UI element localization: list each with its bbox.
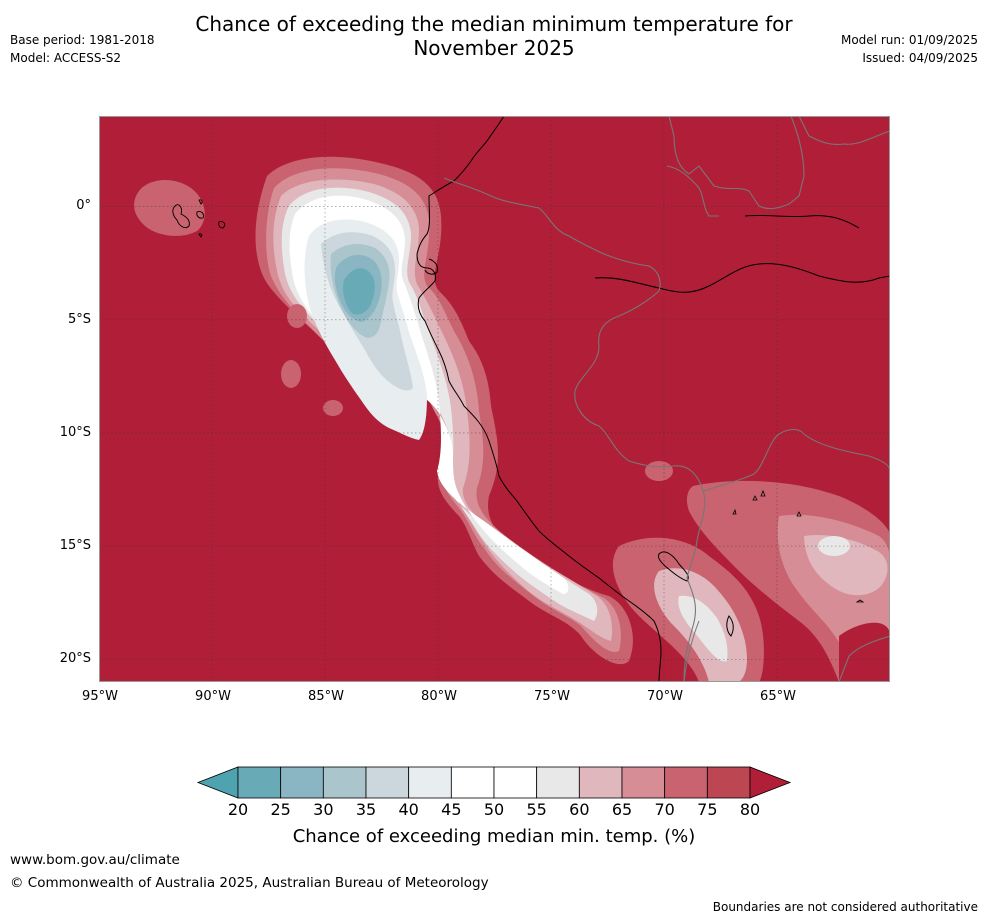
colorbar-tick-label: 50 [483, 800, 505, 819]
colorbar-over-arrow [749, 766, 792, 799]
lon-label-85w: 85°W [308, 689, 344, 704]
map-frame [99, 116, 890, 682]
colorbar-cell [706, 766, 751, 799]
colorbar-tick-label: 65 [611, 800, 633, 819]
website-link[interactable]: www.bom.gov.au/climate [10, 852, 180, 868]
inland-small-75 [645, 461, 673, 481]
colorbar-cell [450, 766, 495, 799]
colorbar-cell [621, 766, 666, 799]
amazon-river [594, 263, 890, 293]
colorbar-tick-label: 30 [313, 800, 334, 819]
colorbar-cell [664, 766, 708, 799]
lake-titicaca [658, 551, 689, 582]
colorbar-cell [322, 766, 367, 799]
lat-label-15s: 15°S [59, 538, 91, 553]
lake-poopo [726, 615, 734, 637]
border-colombia-ecuador-peru [443, 177, 661, 292]
border-peru-bolivia [683, 490, 706, 682]
border-north [668, 116, 805, 210]
coastline [416, 116, 662, 682]
lon-label-65w: 65°W [760, 689, 796, 704]
colorbar-tick-label: 40 [398, 800, 419, 819]
colorbar-cell [578, 766, 623, 799]
title-line-2: November 2025 [413, 36, 575, 60]
blob-75-a [281, 360, 301, 388]
blob-75-b [323, 400, 343, 416]
border-colombia-venezuela [666, 165, 719, 217]
blob-75-c [287, 304, 307, 328]
inland-55 [818, 536, 850, 556]
colorbar-under-arrow [196, 766, 239, 799]
page-title: Chance of exceeding the median minimum t… [194, 12, 794, 60]
inland-lower-80 [839, 622, 890, 682]
base-period-text: Base period: 1981-2018 [10, 33, 155, 47]
rio-negro [744, 214, 860, 229]
colorbar-tick-label: 25 [270, 800, 291, 819]
border-northeast [798, 116, 890, 145]
boundaries-disclaimer: Boundaries are not considered authoritat… [712, 900, 978, 914]
model-run-text: Model run: 01/09/2025 [840, 33, 978, 47]
guayaquil-detail [424, 258, 438, 275]
colorbar-cell [493, 766, 538, 799]
inland-lakes [732, 489, 865, 603]
lon-label-80w: 80°W [421, 689, 457, 704]
lat-label-10s: 10°S [59, 425, 91, 440]
title-line-1: Chance of exceeding the median minimum t… [195, 12, 793, 36]
lat-label-0: 0° [76, 198, 91, 213]
colorbar-tick-label: 80 [739, 800, 761, 819]
lon-label-90w: 90°W [195, 689, 231, 704]
model-text: Model: ACCESS-S2 [10, 51, 122, 65]
galapagos-patch-75 [134, 180, 205, 236]
colorbar-cell [237, 766, 282, 799]
copyright-text: © Commonwealth of Australia 2025, Austra… [10, 875, 489, 891]
colorbar-tick-label: 75 [697, 800, 718, 819]
colorbar-tick-label: 45 [441, 800, 462, 819]
lon-label-75w: 75°W [534, 689, 570, 704]
border-bolivia-south [838, 635, 890, 682]
colorbar-tick-label: 35 [355, 800, 377, 819]
lon-label-70w: 70°W [647, 689, 683, 704]
lat-label-20s: 20°S [59, 651, 91, 666]
issued-text: Issued: 04/09/2025 [862, 51, 978, 65]
colorbar-tick-label: 60 [569, 800, 590, 819]
colorbar-tick-label: 70 [654, 800, 675, 819]
colorbar-tick-label: 55 [526, 800, 547, 819]
border-peru-brazil [574, 290, 704, 492]
border-bolivia-brazil [702, 428, 890, 492]
colorbar-cell [280, 766, 324, 799]
colorbar [196, 766, 792, 799]
colorbar-label: Chance of exceeding median min. temp. (%… [292, 826, 696, 847]
tongue-contour-20 [343, 268, 375, 315]
galapagos-islands [172, 199, 226, 238]
colorbar-cell [536, 766, 580, 799]
probability-map [99, 116, 890, 682]
colorbar-cell [365, 766, 410, 799]
lon-label-95w: 95°W [82, 689, 118, 704]
colorbar-cell [408, 766, 452, 799]
colorbar-tick-label: 20 [227, 800, 249, 819]
lat-label-5s: 5°S [67, 312, 91, 327]
coast-south-55 [678, 595, 728, 662]
border-chile-arg [683, 620, 700, 682]
